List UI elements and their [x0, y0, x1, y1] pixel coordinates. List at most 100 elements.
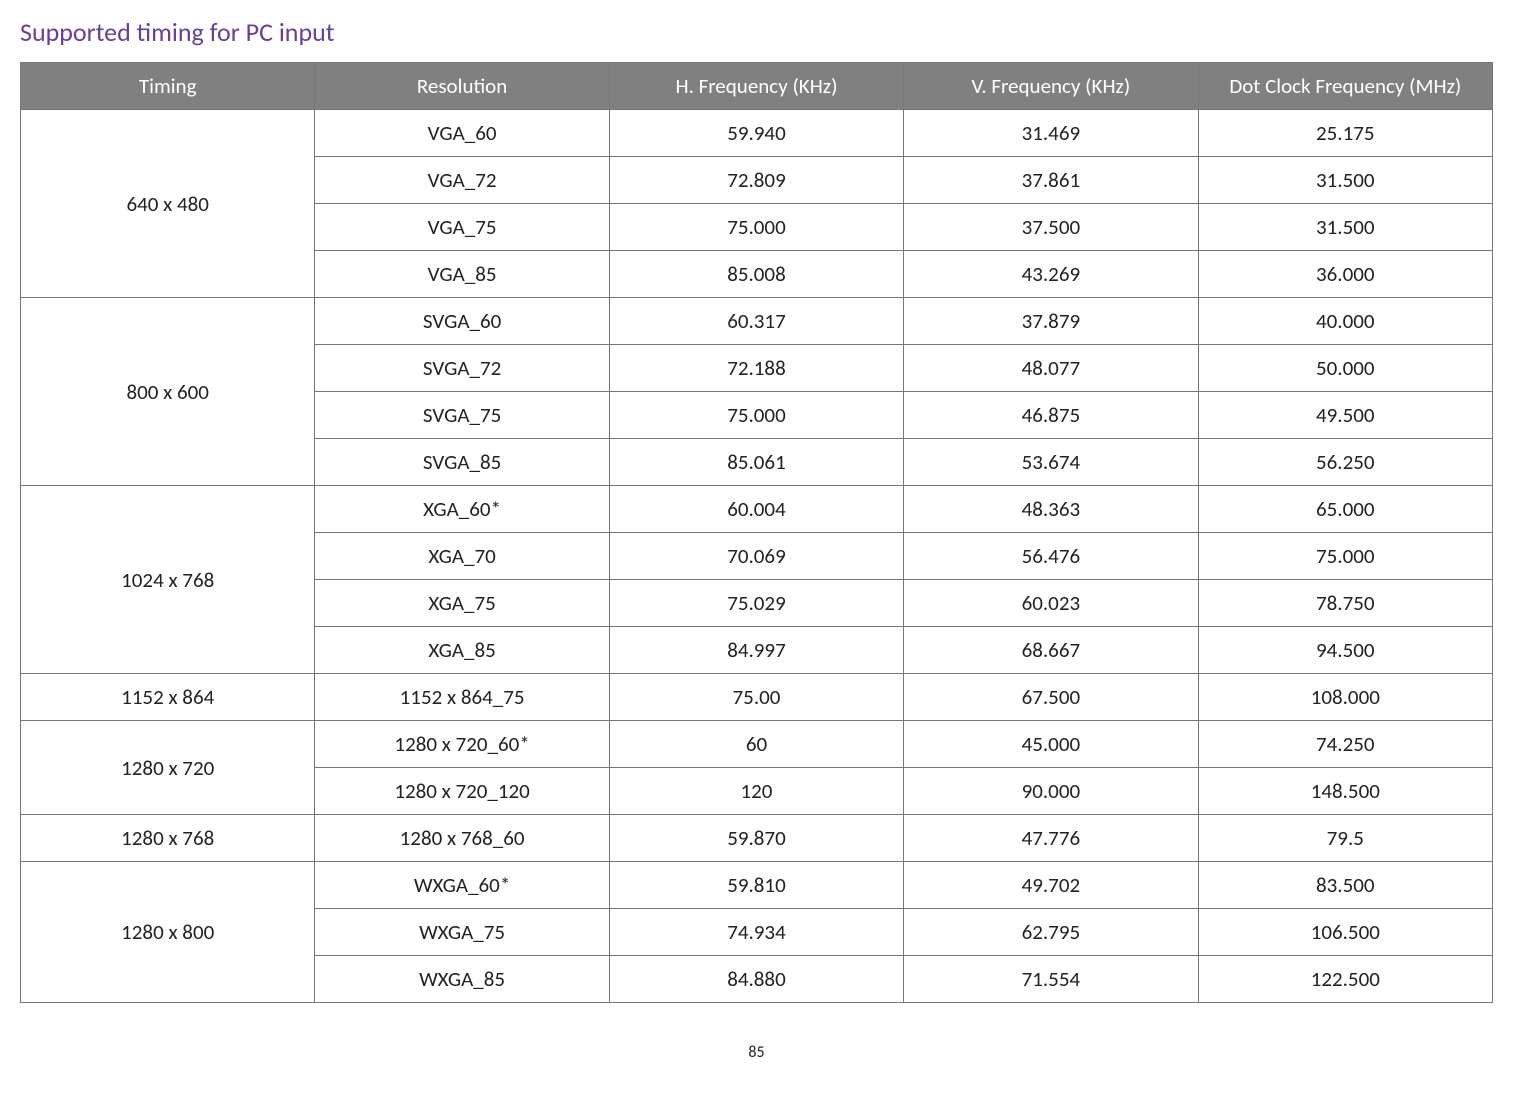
cell-vfreq: 46.875 — [904, 392, 1198, 439]
cell-resolution: WXGA_75 — [315, 909, 609, 956]
cell-hfreq: 75.000 — [609, 204, 903, 251]
table-body: 640 x 480VGA_6059.94031.46925.175VGA_727… — [21, 110, 1493, 1003]
cell-vfreq: 37.861 — [904, 157, 1198, 204]
cell-resolution: WXGA_85 — [315, 956, 609, 1003]
cell-vfreq: 56.476 — [904, 533, 1198, 580]
cell-resolution: SVGA_85 — [315, 439, 609, 486]
timing-table: TimingResolutionH. Frequency (KHz)V. Fre… — [20, 62, 1493, 1003]
cell-vfreq: 49.702 — [904, 862, 1198, 909]
col-header-2: H. Frequency (KHz) — [609, 63, 903, 110]
cell-dot: 74.250 — [1198, 721, 1492, 768]
cell-hfreq: 75.029 — [609, 580, 903, 627]
cell-resolution: SVGA_75 — [315, 392, 609, 439]
cell-vfreq: 48.077 — [904, 345, 1198, 392]
cell-dot: 31.500 — [1198, 204, 1492, 251]
cell-hfreq: 59.940 — [609, 110, 903, 157]
cell-hfreq: 72.188 — [609, 345, 903, 392]
table-row: 640 x 480VGA_6059.94031.46925.175 — [21, 110, 1493, 157]
cell-hfreq: 60.004 — [609, 486, 903, 533]
cell-resolution: 1280 x 720_60* — [315, 721, 609, 768]
cell-hfreq: 75.000 — [609, 392, 903, 439]
cell-hfreq: 74.934 — [609, 909, 903, 956]
cell-dot: 65.000 — [1198, 486, 1492, 533]
cell-vfreq: 62.795 — [904, 909, 1198, 956]
table-row: 1280 x 7201280 x 720_60*6045.00074.250 — [21, 721, 1493, 768]
cell-timing: 640 x 480 — [21, 110, 315, 298]
cell-dot: 40.000 — [1198, 298, 1492, 345]
cell-dot: 94.500 — [1198, 627, 1492, 674]
table-header: TimingResolutionH. Frequency (KHz)V. Fre… — [21, 63, 1493, 110]
cell-dot: 75.000 — [1198, 533, 1492, 580]
col-header-3: V. Frequency (KHz) — [904, 63, 1198, 110]
cell-hfreq: 59.870 — [609, 815, 903, 862]
cell-vfreq: 43.269 — [904, 251, 1198, 298]
cell-timing: 1280 x 768 — [21, 815, 315, 862]
cell-timing: 1280 x 720 — [21, 721, 315, 815]
cell-dot: 106.500 — [1198, 909, 1492, 956]
cell-timing: 1024 x 768 — [21, 486, 315, 674]
cell-vfreq: 47.776 — [904, 815, 1198, 862]
col-header-1: Resolution — [315, 63, 609, 110]
cell-vfreq: 53.674 — [904, 439, 1198, 486]
cell-resolution: 1152 x 864_75 — [315, 674, 609, 721]
cell-hfreq: 60.317 — [609, 298, 903, 345]
cell-hfreq: 85.061 — [609, 439, 903, 486]
cell-timing: 1152 x 864 — [21, 674, 315, 721]
cell-hfreq: 75.00 — [609, 674, 903, 721]
cell-resolution: SVGA_60 — [315, 298, 609, 345]
cell-dot: 31.500 — [1198, 157, 1492, 204]
col-header-4: Dot Clock Frequency (MHz) — [1198, 63, 1492, 110]
cell-resolution: 1280 x 720_120 — [315, 768, 609, 815]
cell-resolution: VGA_75 — [315, 204, 609, 251]
cell-resolution: VGA_72 — [315, 157, 609, 204]
table-row: 1280 x 7681280 x 768_6059.87047.77679.5 — [21, 815, 1493, 862]
cell-timing: 800 x 600 — [21, 298, 315, 486]
cell-vfreq: 37.500 — [904, 204, 1198, 251]
cell-vfreq: 45.000 — [904, 721, 1198, 768]
section-heading: Supported timing for PC input — [20, 16, 1493, 48]
cell-vfreq: 48.363 — [904, 486, 1198, 533]
cell-dot: 25.175 — [1198, 110, 1492, 157]
cell-resolution: VGA_85 — [315, 251, 609, 298]
cell-vfreq: 67.500 — [904, 674, 1198, 721]
cell-resolution: XGA_75 — [315, 580, 609, 627]
cell-dot: 83.500 — [1198, 862, 1492, 909]
cell-dot: 122.500 — [1198, 956, 1492, 1003]
cell-hfreq: 60 — [609, 721, 903, 768]
cell-hfreq: 84.880 — [609, 956, 903, 1003]
cell-vfreq: 68.667 — [904, 627, 1198, 674]
cell-vfreq: 60.023 — [904, 580, 1198, 627]
cell-vfreq: 90.000 — [904, 768, 1198, 815]
cell-resolution: XGA_60* — [315, 486, 609, 533]
cell-resolution: XGA_85 — [315, 627, 609, 674]
cell-dot: 148.500 — [1198, 768, 1492, 815]
cell-vfreq: 37.879 — [904, 298, 1198, 345]
table-row: 1152 x 8641152 x 864_7575.0067.500108.00… — [21, 674, 1493, 721]
cell-timing: 1280 x 800 — [21, 862, 315, 1003]
cell-hfreq: 85.008 — [609, 251, 903, 298]
cell-dot: 36.000 — [1198, 251, 1492, 298]
cell-dot: 78.750 — [1198, 580, 1492, 627]
cell-hfreq: 120 — [609, 768, 903, 815]
cell-hfreq: 72.809 — [609, 157, 903, 204]
cell-dot: 56.250 — [1198, 439, 1492, 486]
cell-resolution: 1280 x 768_60 — [315, 815, 609, 862]
cell-hfreq: 84.997 — [609, 627, 903, 674]
page-number: 85 — [20, 1043, 1493, 1062]
cell-hfreq: 59.810 — [609, 862, 903, 909]
cell-resolution: SVGA_72 — [315, 345, 609, 392]
cell-vfreq: 71.554 — [904, 956, 1198, 1003]
cell-resolution: XGA_70 — [315, 533, 609, 580]
cell-hfreq: 70.069 — [609, 533, 903, 580]
cell-dot: 79.5 — [1198, 815, 1492, 862]
table-row: 1280 x 800WXGA_60*59.81049.70283.500 — [21, 862, 1493, 909]
cell-dot: 108.000 — [1198, 674, 1492, 721]
table-row: 1024 x 768XGA_60*60.00448.36365.000 — [21, 486, 1493, 533]
cell-resolution: WXGA_60* — [315, 862, 609, 909]
cell-resolution: VGA_60 — [315, 110, 609, 157]
table-header-row: TimingResolutionH. Frequency (KHz)V. Fre… — [21, 63, 1493, 110]
col-header-0: Timing — [21, 63, 315, 110]
table-row: 800 x 600SVGA_6060.31737.87940.000 — [21, 298, 1493, 345]
cell-dot: 50.000 — [1198, 345, 1492, 392]
cell-dot: 49.500 — [1198, 392, 1492, 439]
